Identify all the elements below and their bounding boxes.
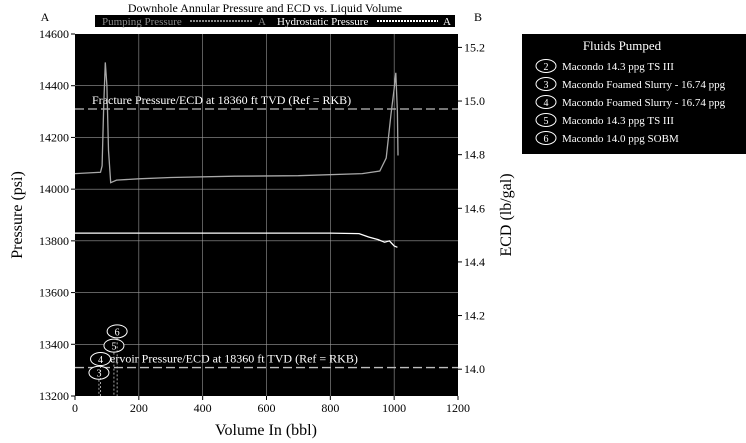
fluid-markers: 3 45 6 — [88, 324, 128, 396]
fluid-marker-label: 5 — [111, 342, 116, 353]
fluid-id-bubble — [535, 59, 557, 73]
series-line-hydrostatic — [75, 232, 398, 248]
legend-axis-tag-hydrostatic: A — [443, 16, 451, 28]
fluid-marker-bubble — [106, 324, 128, 339]
y-right-tick-label: 14.0 — [464, 362, 485, 376]
y-right-tick-label: 14.8 — [464, 148, 485, 162]
x-tick-label: 800 — [321, 401, 339, 415]
x-axis-label: Volume In (bbl) — [215, 422, 317, 439]
fluid-id-label: 6 — [544, 134, 549, 145]
y-right-tick-label: 14.2 — [464, 309, 485, 323]
reference-line-label: ervoir Pressure/ECD at 18360 ft TVD (Ref… — [110, 352, 358, 366]
legend-entry-hydrostatic: Hydrostatic Pressure — [277, 16, 368, 28]
fluid-id-label: 3 — [544, 80, 549, 91]
axis-ticks: 0 200 400 600 800 1000 1200 13200 13400 13600 1380… — [39, 27, 485, 415]
fluids-panel-title: Fluids Pumped — [583, 38, 662, 53]
y-left-tick-label: 14200 — [39, 130, 69, 144]
x-tick-label: 400 — [194, 401, 212, 415]
fluid-marker-label: 4 — [98, 355, 103, 366]
fluids-panel — [522, 34, 746, 154]
y-left-tick-label: 13800 — [39, 234, 69, 248]
fluid-item-label: Macondo 14.3 ppg TS III — [562, 61, 674, 73]
y-right-tick-label: 14.4 — [464, 255, 485, 269]
fluid-marker-bubble — [88, 365, 110, 380]
fluids-list: 2 Macondo 14.3 ppg TS III 3 Macondo Foamed … — [535, 59, 726, 145]
legend-axis-tag-pumping: A — [258, 16, 266, 28]
x-tick-label: 1000 — [382, 401, 406, 415]
series-line-pumping — [74, 62, 399, 184]
legend-bar — [95, 15, 455, 27]
chart-title: Downhole Annular Pressure and ECD vs. Li… — [128, 1, 402, 15]
y-left-tick-label: 13400 — [39, 337, 69, 351]
fluid-id-bubble — [535, 131, 557, 145]
fluid-id-label: 2 — [544, 62, 549, 73]
fluid-id-label: 5 — [544, 116, 549, 127]
fluid-item-label: Macondo Foamed Slurry - 16.74 ppg — [562, 79, 726, 91]
y-axis-label-left: Pressure (psi) — [9, 171, 26, 259]
x-tick-label: 0 — [72, 401, 78, 415]
x-tick-label: 1200 — [446, 401, 470, 415]
y-axis-label-right: ECD (lb/gal) — [498, 173, 515, 256]
y-left-tick-label: 13600 — [39, 286, 69, 300]
y-left-tick-label: 14600 — [39, 27, 69, 41]
x-tick-label: 200 — [130, 401, 148, 415]
y-right-tick-label: 14.6 — [464, 201, 485, 215]
reference-line-label: Fracture Pressure/ECD at 18360 ft TVD (R… — [92, 93, 351, 107]
y-right-tick-label: 15.2 — [464, 40, 485, 54]
fluid-marker-bubble — [90, 352, 112, 367]
left-axis-tag: A — [41, 10, 50, 24]
fluid-marker-bubble — [103, 338, 125, 353]
fluid-item-label: Macondo 14.3 ppg TS III — [562, 115, 674, 127]
y-left-tick-label: 14400 — [39, 79, 69, 93]
fluid-item-label: Macondo 14.0 ppg SOBM — [562, 133, 679, 145]
fluid-marker-label: 3 — [96, 369, 101, 380]
right-axis-tag: B — [474, 10, 482, 24]
fluid-item-label: Macondo Foamed Slurry - 16.74 ppg — [562, 97, 726, 109]
series-group — [74, 62, 399, 248]
y-left-tick-label: 14000 — [39, 182, 69, 196]
fluid-id-bubble — [535, 95, 557, 109]
reference-lines: Fracture Pressure/ECD at 18360 ft TVD (R… — [75, 93, 458, 369]
fluid-id-bubble — [535, 113, 557, 127]
fluid-id-bubble — [535, 77, 557, 91]
legend-entry-pumping: Pumping Pressure — [102, 16, 182, 28]
fluid-marker-label: 6 — [115, 327, 120, 338]
y-right-tick-label: 15.0 — [464, 94, 485, 108]
y-left-tick-label: 13200 — [39, 389, 69, 403]
x-tick-label: 600 — [258, 401, 276, 415]
fluid-id-label: 4 — [544, 98, 549, 109]
